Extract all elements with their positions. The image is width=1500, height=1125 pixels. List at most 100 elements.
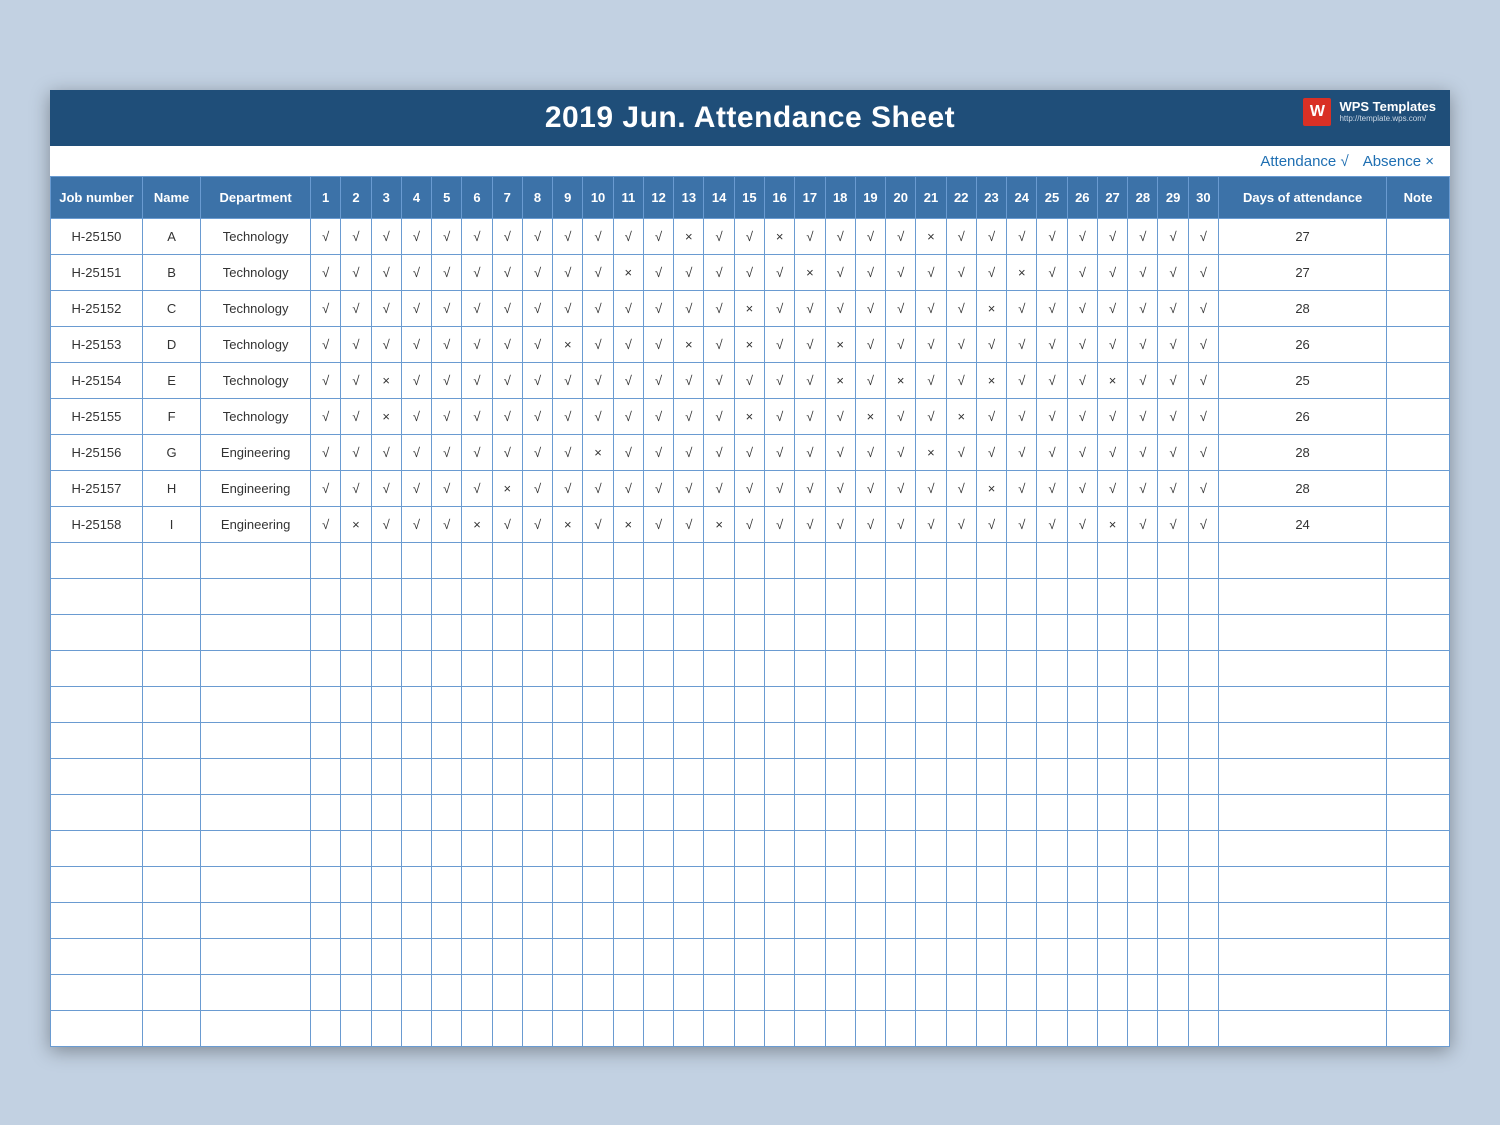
cell-empty[interactable] xyxy=(1007,939,1037,975)
cell-empty[interactable] xyxy=(311,867,341,903)
cell-day[interactable]: √ xyxy=(341,327,371,363)
cell-empty[interactable] xyxy=(1219,687,1387,723)
cell-empty[interactable] xyxy=(1219,939,1387,975)
cell-empty[interactable] xyxy=(311,543,341,579)
cell-total[interactable]: 27 xyxy=(1219,219,1387,255)
cell-day[interactable]: √ xyxy=(1067,435,1097,471)
cell-empty[interactable] xyxy=(462,1011,492,1047)
cell-empty[interactable] xyxy=(522,795,552,831)
cell-empty[interactable] xyxy=(1158,615,1188,651)
cell-empty[interactable] xyxy=(976,759,1006,795)
cell-day[interactable]: √ xyxy=(583,399,613,435)
cell-day[interactable]: × xyxy=(341,507,371,543)
cell-day[interactable]: √ xyxy=(553,219,583,255)
cell-empty[interactable] xyxy=(1128,939,1158,975)
cell-empty[interactable] xyxy=(1097,831,1127,867)
cell-empty[interactable] xyxy=(704,723,734,759)
cell-day[interactable]: √ xyxy=(613,291,643,327)
cell-empty[interactable] xyxy=(201,1011,311,1047)
cell-empty[interactable] xyxy=(795,831,825,867)
cell-day[interactable]: √ xyxy=(492,363,522,399)
cell-empty[interactable] xyxy=(201,687,311,723)
cell-empty[interactable] xyxy=(976,795,1006,831)
cell-day[interactable]: √ xyxy=(341,363,371,399)
cell-empty[interactable] xyxy=(1067,831,1097,867)
cell-empty[interactable] xyxy=(432,579,462,615)
cell-day[interactable]: √ xyxy=(704,363,734,399)
cell-empty[interactable] xyxy=(371,723,401,759)
cell-empty[interactable] xyxy=(916,651,946,687)
cell-day[interactable]: √ xyxy=(462,291,492,327)
cell-empty[interactable] xyxy=(1188,579,1218,615)
cell-empty[interactable] xyxy=(1158,759,1188,795)
cell-empty[interactable] xyxy=(855,975,885,1011)
cell-empty[interactable] xyxy=(492,831,522,867)
cell-day[interactable]: √ xyxy=(1067,255,1097,291)
cell-name[interactable]: A xyxy=(142,219,200,255)
cell-day[interactable]: √ xyxy=(765,255,795,291)
cell-day[interactable]: √ xyxy=(976,399,1006,435)
cell-empty[interactable] xyxy=(401,939,431,975)
cell-empty[interactable] xyxy=(371,975,401,1011)
cell-empty[interactable] xyxy=(1128,795,1158,831)
cell-name[interactable]: G xyxy=(142,435,200,471)
cell-day[interactable]: √ xyxy=(1037,507,1067,543)
cell-day[interactable]: × xyxy=(946,399,976,435)
cell-dept[interactable]: Engineering xyxy=(201,507,311,543)
cell-empty[interactable] xyxy=(886,687,916,723)
cell-day[interactable]: √ xyxy=(916,507,946,543)
cell-empty[interactable] xyxy=(401,903,431,939)
cell-empty[interactable] xyxy=(401,651,431,687)
cell-day[interactable]: √ xyxy=(341,255,371,291)
cell-day[interactable]: √ xyxy=(583,327,613,363)
cell-day[interactable]: √ xyxy=(795,507,825,543)
cell-empty[interactable] xyxy=(674,543,704,579)
cell-day[interactable]: √ xyxy=(765,327,795,363)
cell-day[interactable]: √ xyxy=(311,363,341,399)
cell-empty[interactable] xyxy=(825,687,855,723)
cell-empty[interactable] xyxy=(1067,651,1097,687)
cell-day[interactable]: √ xyxy=(1067,507,1097,543)
cell-day[interactable]: √ xyxy=(643,219,673,255)
cell-empty[interactable] xyxy=(311,903,341,939)
cell-job[interactable]: H-25156 xyxy=(51,435,143,471)
cell-empty[interactable] xyxy=(462,579,492,615)
cell-empty[interactable] xyxy=(855,831,885,867)
cell-empty[interactable] xyxy=(553,759,583,795)
cell-empty[interactable] xyxy=(51,903,143,939)
cell-empty[interactable] xyxy=(1037,903,1067,939)
cell-empty[interactable] xyxy=(1097,975,1127,1011)
cell-day[interactable]: √ xyxy=(1188,363,1218,399)
cell-dept[interactable]: Technology xyxy=(201,291,311,327)
cell-day[interactable]: × xyxy=(916,219,946,255)
cell-day[interactable]: √ xyxy=(886,399,916,435)
cell-empty[interactable] xyxy=(643,1011,673,1047)
cell-empty[interactable] xyxy=(401,1011,431,1047)
cell-day[interactable]: √ xyxy=(1158,399,1188,435)
cell-empty[interactable] xyxy=(613,1011,643,1047)
cell-empty[interactable] xyxy=(492,543,522,579)
cell-empty[interactable] xyxy=(1387,651,1450,687)
cell-empty[interactable] xyxy=(704,831,734,867)
cell-empty[interactable] xyxy=(341,903,371,939)
cell-day[interactable]: √ xyxy=(765,507,795,543)
cell-day[interactable]: √ xyxy=(1158,327,1188,363)
cell-empty[interactable] xyxy=(492,615,522,651)
cell-empty[interactable] xyxy=(825,975,855,1011)
cell-empty[interactable] xyxy=(886,939,916,975)
cell-empty[interactable] xyxy=(492,651,522,687)
cell-empty[interactable] xyxy=(553,543,583,579)
cell-day[interactable]: √ xyxy=(613,435,643,471)
cell-empty[interactable] xyxy=(886,867,916,903)
cell-empty[interactable] xyxy=(643,939,673,975)
cell-empty[interactable] xyxy=(1387,687,1450,723)
cell-empty[interactable] xyxy=(371,687,401,723)
cell-empty[interactable] xyxy=(613,903,643,939)
cell-empty[interactable] xyxy=(825,831,855,867)
cell-day[interactable]: √ xyxy=(1097,327,1127,363)
cell-empty[interactable] xyxy=(916,867,946,903)
cell-empty[interactable] xyxy=(553,615,583,651)
cell-day[interactable]: √ xyxy=(855,507,885,543)
cell-empty[interactable] xyxy=(1387,1011,1450,1047)
cell-empty[interactable] xyxy=(825,1011,855,1047)
